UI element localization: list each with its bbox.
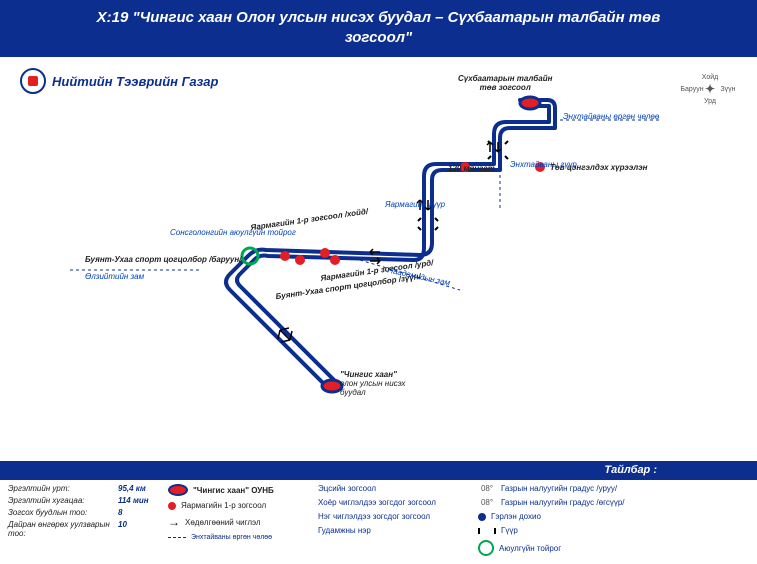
lbl-ozgoitiin: Өлзийтийн зам xyxy=(85,272,144,281)
stat-crossings-label: Дайран өнгөрөх уулзварын тоо: xyxy=(8,520,118,538)
safety-circle-icon xyxy=(478,540,494,556)
page-header: X:19 "Чингис хаан Олон улсын нисэх бууда… xyxy=(0,0,757,57)
header-title-line1: X:19 "Чингис хаан Олон улсын нисэх бууда… xyxy=(8,8,749,28)
stat-length-label: Эргэлтийн урт: xyxy=(8,484,118,493)
bridge-icon xyxy=(478,528,496,534)
legend-col-3: 08° Газрын налуугийн градус /уруу/ 08° Г… xyxy=(478,484,678,558)
arrow-icon: → xyxy=(168,515,180,529)
legend-title: Тайлбар : xyxy=(0,461,757,479)
stat-length-value: 95,4 км xyxy=(118,484,168,493)
legend-street: Гудамжны нэр xyxy=(318,526,478,535)
legend-road-name: Энхтайваны өргөн чөлөө xyxy=(168,534,318,541)
legend-direction: → Хөдөлгөөний чиглэл xyxy=(168,515,318,529)
legend-deg-fwd: 08° Газрын налуугийн градус /уруу/ xyxy=(478,484,678,493)
stat-duration-label: Эргэлтийн хугацаа: xyxy=(8,496,118,505)
lbl-enkhtaivan: Энхтайваны өргөн чөлөө xyxy=(563,112,659,121)
lbl-tuv-tsengeldeh: Төв цэнгэлдэх хүрээлэн xyxy=(550,163,647,172)
stats-labels: Эргэлтийн урт: Эргэлтийн хугацаа: Зогсох… xyxy=(8,484,118,558)
dash-icon xyxy=(168,537,186,538)
header-title-line2: зогсоол" xyxy=(8,28,749,48)
legend-safety-circle: Аюулгүйн тойрог xyxy=(478,540,678,556)
lbl-terminal-south: "Чингис хаан" олон улсын нисэх буудал xyxy=(340,370,405,397)
stop-icon xyxy=(168,502,176,510)
legend-bridge: Гүүр xyxy=(478,526,678,535)
legend-footer: Тайлбар : Эргэлтийн урт: Эргэлтийн хугац… xyxy=(0,461,757,564)
legend-col-1: "Чингис хаан" ОУНБ Яармагийн 1-р зогсоол… xyxy=(168,484,318,558)
lbl-sonsgolon: Сонсголонгийн аюулгүйн тойрог xyxy=(170,228,296,237)
lbl-terminal-north: Сүхбаатарын талбайн төв зогсоол xyxy=(458,74,552,92)
lbl-120-myngat: 120 мянгат xyxy=(448,164,495,173)
legend-mid-stop: Яармагийн 1-р зогсоол xyxy=(168,501,318,510)
legend-terminal: "Чингис хаан" ОУНБ xyxy=(168,484,318,496)
legend-traffic-light: Гэрлэн дохио xyxy=(478,512,678,521)
legend-deg-rev: 08° Газрын налуугийн градус /өгсүүр/ xyxy=(478,498,678,507)
legend-both-dir: Хоёр чиглэлдээ зогсдог зогсоол xyxy=(318,498,478,507)
traffic-light-icon xyxy=(478,513,486,521)
legend-col-2: Эцсийн зогсоол Хоёр чиглэлдээ зогсдог зо… xyxy=(318,484,478,558)
stat-stops-label: Зогсох буудлын тоо: xyxy=(8,508,118,517)
degree-rev-icon: 08° xyxy=(478,498,496,507)
lbl-yarmag-bridge: Яармагийн гүүр xyxy=(385,200,445,209)
stats-values: 95,4 км 114 мин 8 10 xyxy=(118,484,168,558)
route-map: Сүхбаатарын талбайн төв зогсоол Энхтайва… xyxy=(0,60,757,410)
stat-duration-value: 114 мин xyxy=(118,496,168,505)
degree-fwd-icon: 08° xyxy=(478,484,496,493)
stat-stops-value: 8 xyxy=(118,508,168,517)
terminal-icon xyxy=(168,484,188,496)
stat-crossings-value: 10 xyxy=(118,520,168,529)
legend-one-dir: Нэг чиглэлдээ зогсдог зогсоол xyxy=(318,512,478,521)
legend-end-stop: Эцсийн зогсоол xyxy=(318,484,478,493)
lbl-buyant-west: Буянт-Ухаа спорт цогцолбор /баруун/ xyxy=(85,255,241,264)
